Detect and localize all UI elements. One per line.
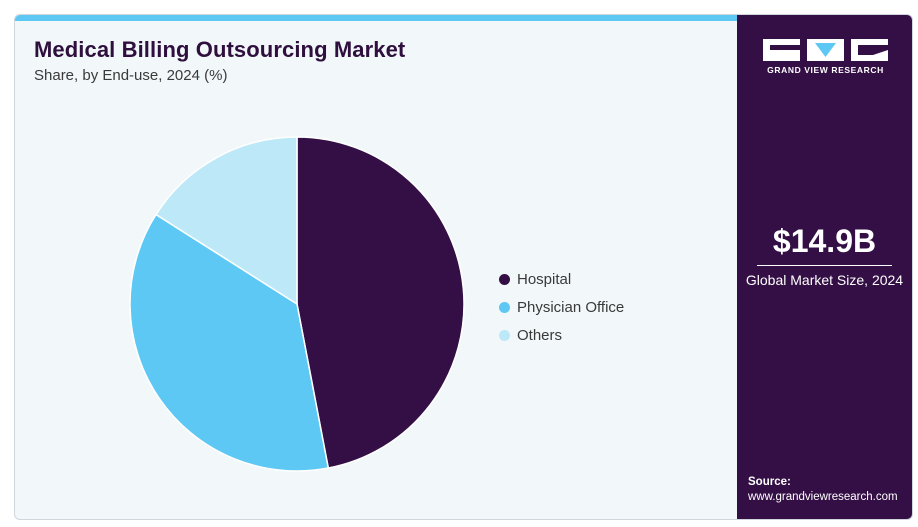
accent-bar: [15, 15, 737, 21]
brand-logo: GRAND VIEW RESEARCH: [763, 39, 888, 75]
kpi-divider: [757, 265, 892, 266]
pie-slice-physician-office: [129, 213, 330, 472]
chart-title: Medical Billing Outsourcing Market: [34, 37, 406, 62]
chart-area: Medical Billing Outsourcing Market Share…: [15, 15, 737, 519]
chart-subtitle: Share, by End-use, 2024 (%): [34, 67, 228, 84]
legend-label-physician-office: Physician Office: [517, 298, 625, 316]
source-url: www.grandviewresearch.com: [748, 491, 898, 503]
chart-card: Medical Billing Outsourcing Market Share…: [14, 14, 913, 520]
gvr-logo-icon: [763, 39, 888, 61]
legend-item-others: Others: [499, 321, 624, 349]
legend-label-hospital: Hospital: [517, 270, 572, 288]
market-size-label: Global Market Size, 2024: [745, 272, 904, 288]
legend-label-others: Others: [517, 326, 563, 344]
source-label: Source:: [748, 476, 791, 488]
legend-swatch-hospital: [499, 273, 510, 285]
legend-swatch-others: [499, 329, 510, 341]
pie-chart: [129, 136, 465, 472]
summary-sidebar: GRAND VIEW RESEARCH $14.9B Global Market…: [737, 15, 912, 519]
legend-item-hospital: Hospital: [499, 265, 624, 293]
brand-name: GRAND VIEW RESEARCH: [767, 65, 884, 75]
legend-swatch-physician-office: [499, 301, 510, 313]
pie-slice-others: [154, 136, 298, 306]
chart-legend: Hospital Physician Office Others: [499, 265, 624, 349]
source-note: Source: www.grandviewresearch.com: [748, 475, 898, 505]
market-size-value: $14.9B: [772, 223, 877, 259]
legend-item-physician-office: Physician Office: [499, 293, 624, 321]
pie-slice-hospital: [296, 136, 465, 469]
